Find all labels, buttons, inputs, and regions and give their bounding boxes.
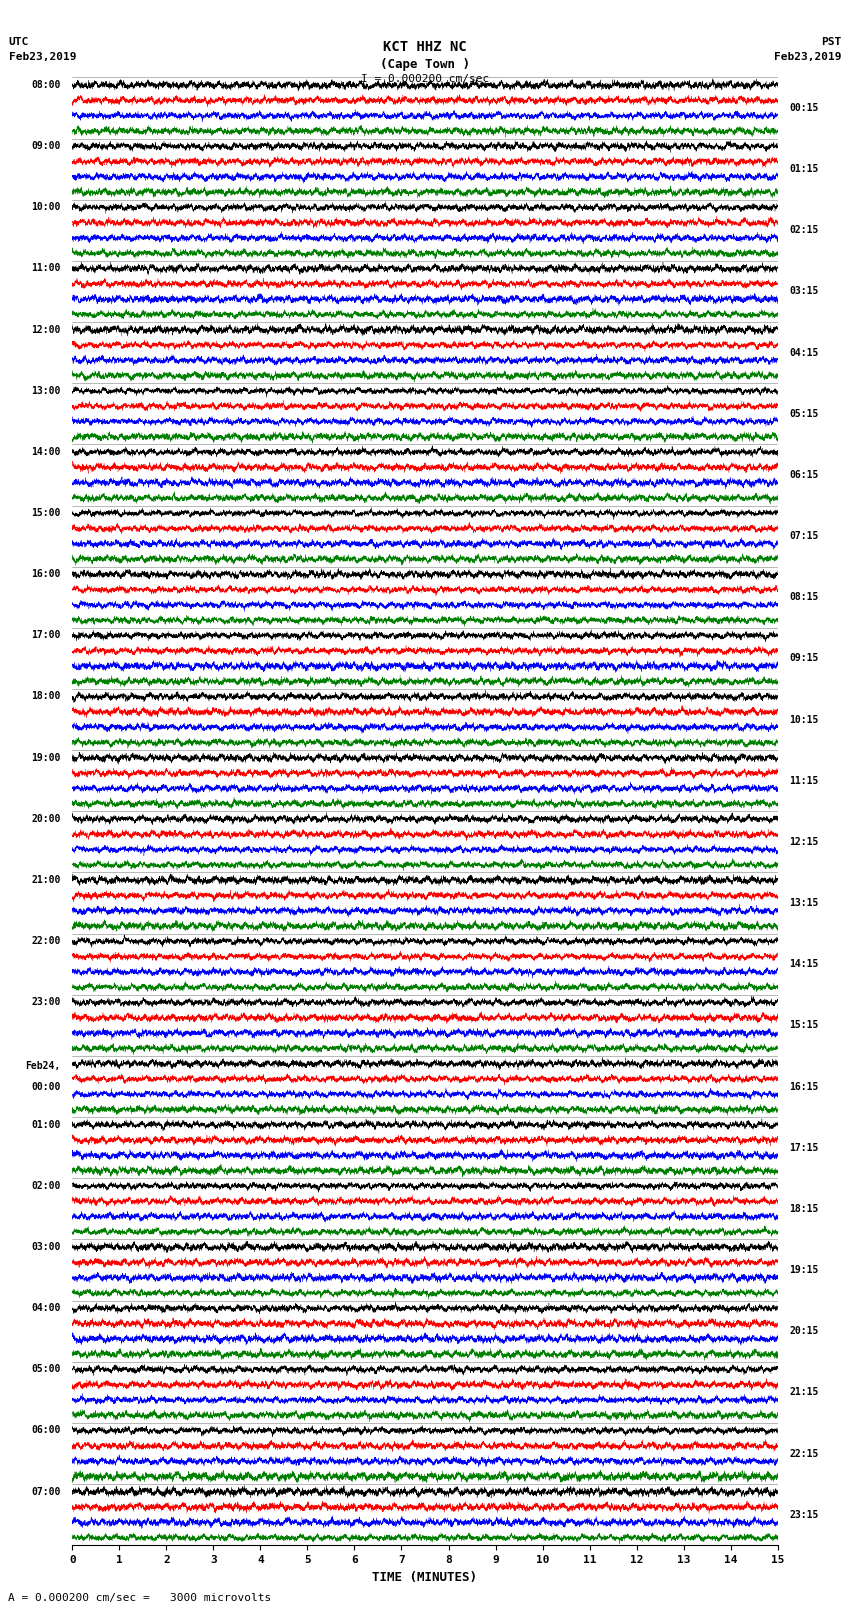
Text: I = 0.000200 cm/sec: I = 0.000200 cm/sec: [361, 74, 489, 84]
Text: 18:00: 18:00: [31, 692, 60, 702]
Text: 11:00: 11:00: [31, 263, 60, 273]
Text: 10:15: 10:15: [790, 715, 819, 724]
Text: 10:00: 10:00: [31, 202, 60, 213]
Text: 09:00: 09:00: [31, 140, 60, 152]
Text: 03:00: 03:00: [31, 1242, 60, 1252]
Text: 07:00: 07:00: [31, 1487, 60, 1497]
Text: 08:00: 08:00: [31, 81, 60, 90]
Text: 15:00: 15:00: [31, 508, 60, 518]
Text: 06:00: 06:00: [31, 1426, 60, 1436]
Text: 14:15: 14:15: [790, 960, 819, 969]
Text: 01:15: 01:15: [790, 165, 819, 174]
Text: 23:00: 23:00: [31, 997, 60, 1007]
Text: 04:00: 04:00: [31, 1303, 60, 1313]
Text: Feb24,: Feb24,: [26, 1061, 60, 1071]
Text: KCT HHZ NC: KCT HHZ NC: [383, 40, 467, 55]
Text: 16:00: 16:00: [31, 569, 60, 579]
Text: 21:15: 21:15: [790, 1387, 819, 1397]
Text: 15:15: 15:15: [790, 1021, 819, 1031]
Text: 18:15: 18:15: [790, 1203, 819, 1215]
Text: 19:00: 19:00: [31, 753, 60, 763]
Text: 22:00: 22:00: [31, 936, 60, 947]
Text: 11:15: 11:15: [790, 776, 819, 786]
Text: 07:15: 07:15: [790, 531, 819, 540]
Text: 20:15: 20:15: [790, 1326, 819, 1336]
Text: 17:00: 17:00: [31, 631, 60, 640]
Text: Feb23,2019: Feb23,2019: [8, 52, 76, 61]
X-axis label: TIME (MINUTES): TIME (MINUTES): [372, 1571, 478, 1584]
Text: 12:00: 12:00: [31, 324, 60, 334]
Text: 06:15: 06:15: [790, 469, 819, 481]
Text: 05:00: 05:00: [31, 1365, 60, 1374]
Text: 19:15: 19:15: [790, 1265, 819, 1274]
Text: 14:00: 14:00: [31, 447, 60, 456]
Text: PST: PST: [821, 37, 842, 47]
Text: 13:00: 13:00: [31, 386, 60, 395]
Text: 02:00: 02:00: [31, 1181, 60, 1190]
Text: 08:15: 08:15: [790, 592, 819, 602]
Text: 22:15: 22:15: [790, 1448, 819, 1458]
Text: 21:00: 21:00: [31, 874, 60, 886]
Text: 23:15: 23:15: [790, 1510, 819, 1519]
Text: 16:15: 16:15: [790, 1082, 819, 1092]
Text: 00:00: 00:00: [31, 1082, 60, 1092]
Text: 12:15: 12:15: [790, 837, 819, 847]
Text: 03:15: 03:15: [790, 287, 819, 297]
Text: 00:15: 00:15: [790, 103, 819, 113]
Text: 02:15: 02:15: [790, 226, 819, 235]
Text: 04:15: 04:15: [790, 348, 819, 358]
Text: Feb23,2019: Feb23,2019: [774, 52, 842, 61]
Text: 17:15: 17:15: [790, 1142, 819, 1153]
Text: A = 0.000200 cm/sec =   3000 microvolts: A = 0.000200 cm/sec = 3000 microvolts: [8, 1594, 272, 1603]
Text: 09:15: 09:15: [790, 653, 819, 663]
Text: (Cape Town ): (Cape Town ): [380, 58, 470, 71]
Text: 01:00: 01:00: [31, 1119, 60, 1129]
Text: 13:15: 13:15: [790, 898, 819, 908]
Text: UTC: UTC: [8, 37, 29, 47]
Text: 20:00: 20:00: [31, 815, 60, 824]
Text: 05:15: 05:15: [790, 408, 819, 419]
